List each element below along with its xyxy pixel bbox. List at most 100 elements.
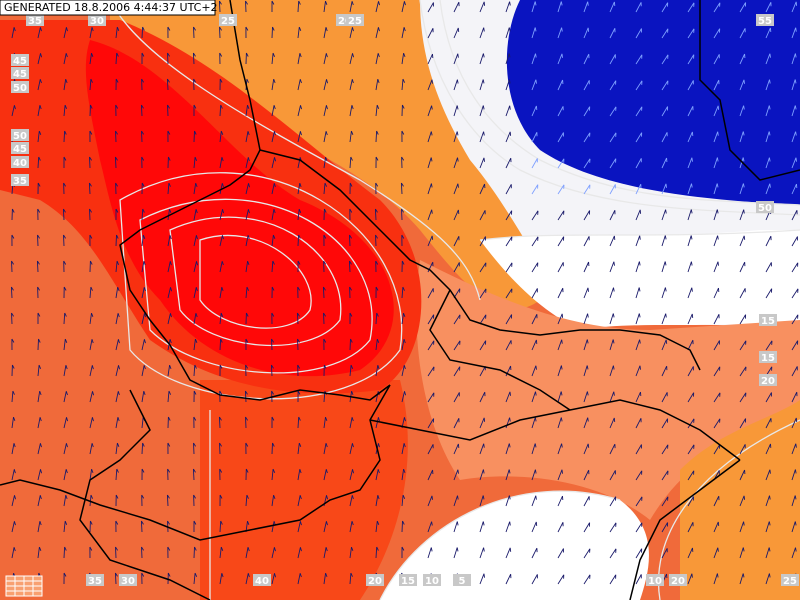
- wind-arrow: [453, 183, 459, 195]
- wind-arrow: [63, 182, 66, 195]
- wind-arrow: [89, 78, 93, 91]
- wind-arrow: [635, 417, 642, 429]
- wind-arrow: [323, 234, 327, 247]
- wind-arrow: [167, 468, 171, 481]
- blue-zone: [506, 0, 800, 205]
- wind-arrow: [661, 496, 669, 507]
- wind-arrow: [583, 27, 590, 39]
- wind-arrow: [322, 286, 326, 299]
- wind-arrow: [583, 391, 589, 403]
- wind-arrow: [583, 184, 591, 195]
- wind-arrow: [89, 546, 93, 559]
- wind-arrow: [453, 314, 461, 325]
- wind-arrow: [791, 288, 799, 299]
- wind-arrows: [10, 0, 799, 585]
- wind-arrow: [713, 261, 719, 273]
- wind-arrow: [193, 494, 196, 507]
- wind-arrow: [635, 365, 641, 377]
- wind-arrow: [297, 53, 302, 65]
- wind-arrow: [245, 157, 250, 169]
- wind-arrow: [583, 469, 590, 481]
- wind-arrow: [167, 26, 171, 39]
- wind-arrow: [765, 1, 772, 13]
- wind-arrow: [583, 106, 591, 117]
- wind-arrow: [323, 364, 327, 377]
- border: [629, 459, 741, 600]
- wind-arrow: [531, 288, 538, 299]
- wind-arrow: [375, 1, 381, 13]
- wind-arrow: [661, 261, 667, 273]
- wind-arrow: [739, 340, 747, 351]
- wind-arrow: [114, 156, 118, 169]
- wind-arrow: [661, 157, 668, 169]
- wind-arrow: [297, 364, 301, 377]
- wind-arrow: [297, 469, 302, 481]
- wind-arrow: [661, 548, 668, 559]
- wind-arrow: [557, 184, 565, 195]
- wind-arrow: [635, 132, 643, 143]
- wind-arrow: [375, 234, 378, 247]
- wind-arrow: [167, 416, 171, 429]
- wind-arrow: [557, 443, 563, 455]
- wind-arrow: [375, 520, 380, 533]
- wind-arrow: [271, 52, 276, 65]
- wind-arrow: [115, 520, 119, 533]
- wind-arrow: [141, 52, 145, 64]
- wind-arrow: [219, 130, 224, 143]
- wind-arrow: [141, 572, 145, 585]
- contour-label: 55: [758, 16, 772, 27]
- wind-arrow: [479, 210, 486, 221]
- wind-arrow: [583, 548, 591, 559]
- wind-arrow: [297, 573, 302, 585]
- wind-arrow: [375, 417, 380, 429]
- wind-arrow: [557, 365, 563, 377]
- wind-arrow: [63, 417, 69, 429]
- wind-arrow: [427, 2, 434, 13]
- wind-arrow: [297, 521, 302, 533]
- wind-arrow: [219, 468, 223, 481]
- contour-label: 25: [221, 16, 235, 27]
- wind-arrow: [219, 261, 224, 273]
- wind-arrow: [63, 572, 67, 585]
- wind-arrow: [557, 158, 565, 169]
- wind-arrow: [349, 27, 354, 39]
- wind-arrow: [193, 416, 197, 429]
- wind-arrow: [323, 182, 328, 195]
- wind-arrow: [739, 573, 745, 585]
- wind-arrow: [713, 287, 720, 299]
- wind-arrow: [635, 183, 642, 195]
- wind-arrow: [427, 105, 433, 117]
- wind-arrow: [609, 287, 615, 299]
- wind-arrow: [11, 416, 16, 429]
- wind-arrow: [531, 105, 538, 117]
- wind-arrow: [505, 443, 511, 455]
- wind-arrow: [661, 2, 669, 13]
- wind-arrow: [687, 313, 694, 325]
- wind-arrow: [114, 572, 118, 585]
- wind-arrow: [63, 365, 68, 377]
- wind-arrow: [531, 339, 538, 351]
- wind-arrow: [401, 391, 407, 403]
- wind-arrow: [89, 468, 94, 481]
- wind-arrow: [349, 105, 354, 117]
- wind-arrow: [323, 338, 327, 351]
- wind-arrow: [765, 521, 771, 533]
- wind-arrow: [37, 364, 42, 377]
- wind-arrow: [219, 104, 223, 117]
- wind-arrow: [167, 156, 171, 169]
- wind-arrow: [713, 573, 719, 585]
- wind-arrow: [193, 235, 198, 247]
- wind-arrow: [401, 234, 405, 247]
- wind-arrow: [401, 208, 404, 221]
- wind-arrow: [141, 234, 146, 247]
- contour-label: 25: [783, 576, 797, 587]
- wind-arrow: [583, 261, 590, 273]
- wind-arrow: [479, 236, 486, 247]
- wind-arrow: [63, 469, 68, 481]
- wind-arrow: [11, 234, 15, 247]
- wind-arrow: [401, 78, 406, 91]
- wind-arrow: [11, 521, 16, 533]
- wind-arrow: [453, 157, 459, 169]
- wind-arrow: [375, 365, 380, 377]
- wind-arrow: [505, 391, 511, 403]
